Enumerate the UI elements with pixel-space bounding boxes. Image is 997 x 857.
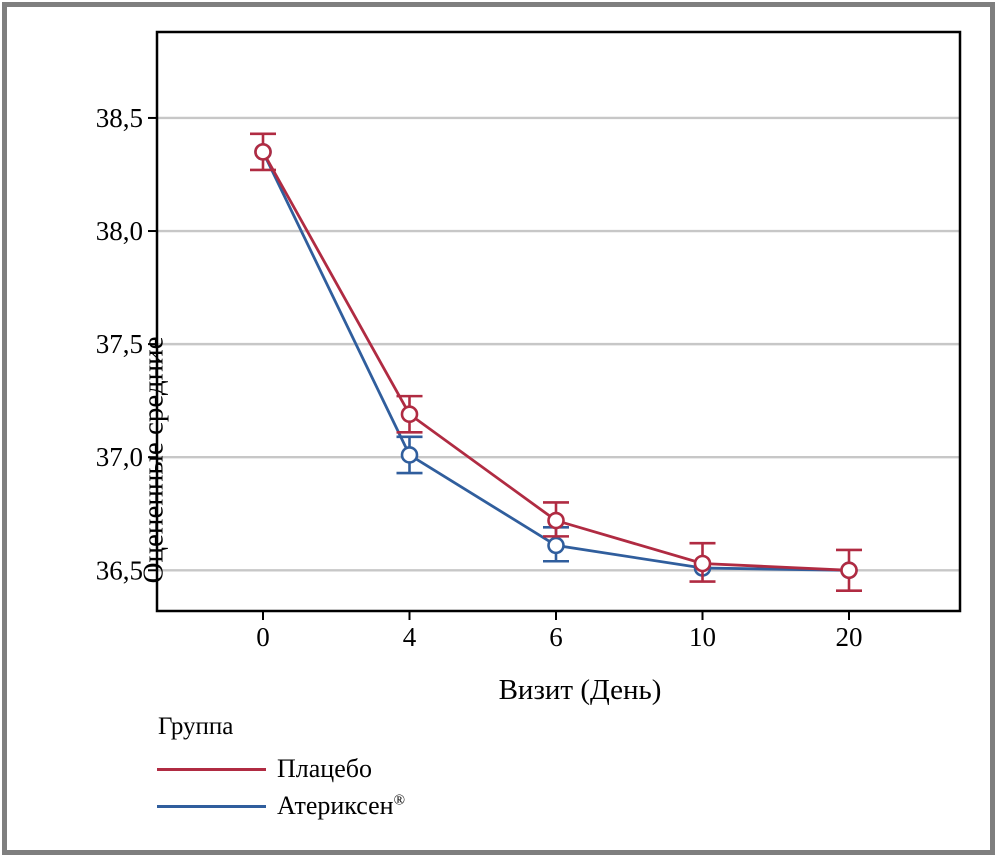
- legend-title: Группа: [158, 713, 234, 740]
- x-tick-label: 20: [836, 622, 863, 652]
- data-point-marker-1: [400, 446, 419, 464]
- x-tick-label: 10: [689, 622, 716, 652]
- legend-item-placebo: Плацебо: [157, 754, 372, 783]
- x-axis-title: Визит (День): [498, 674, 662, 706]
- legend-label-placebo: Плацебо: [277, 754, 372, 783]
- x-tick-label: 0: [256, 622, 270, 652]
- data-point-marker-0: [400, 405, 419, 424]
- y-axis-title: Оцененные средние: [137, 336, 170, 584]
- y-tick-label: 37,5: [96, 329, 143, 359]
- legend-line-swatch-ateriksen: [157, 804, 266, 808]
- plot-frame: [155, 30, 962, 613]
- data-point-marker-0: [840, 561, 858, 580]
- y-tick-label: 38,0: [96, 216, 143, 246]
- legend-item-ateriksen: Атериксен®: [157, 791, 406, 820]
- legend-label-ateriksen: Атериксен®: [277, 791, 406, 820]
- x-tick-label: 4: [403, 622, 417, 652]
- y-tick-label: 36,5: [96, 555, 143, 585]
- data-point-marker-0: [254, 143, 272, 161]
- data-point-marker-1: [547, 536, 565, 555]
- data-point-marker-0: [547, 511, 565, 530]
- x-tick-label: 6: [549, 622, 563, 652]
- y-tick-label: 37,0: [96, 442, 143, 472]
- data-point-marker-0: [693, 554, 712, 573]
- legend-line-swatch-placebo: [157, 767, 266, 771]
- y-tick-label: 38,5: [96, 103, 143, 133]
